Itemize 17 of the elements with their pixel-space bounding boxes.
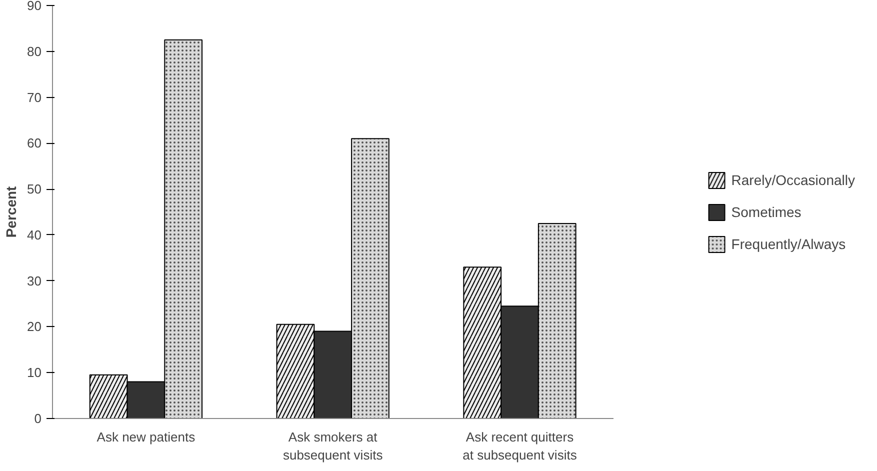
y-tick-label: 90 xyxy=(27,0,42,13)
y-tick-label: 60 xyxy=(27,136,42,151)
legend-label: Rarely/Occasionally xyxy=(731,172,855,188)
y-tick-label: 40 xyxy=(27,227,42,242)
y-tick-label: 70 xyxy=(27,90,42,105)
legend-label: Sometimes xyxy=(731,204,802,220)
legend-label: Frequently/Always xyxy=(731,236,846,252)
y-tick-label: 50 xyxy=(27,182,42,197)
y-axis-title: Percent xyxy=(3,186,20,238)
x-tick-label: Ask smokers at subsequent visits xyxy=(282,430,384,462)
x-tick-label: Ask recent quitters at subsequent visits xyxy=(462,430,578,462)
y-tick-label: 0 xyxy=(34,411,42,426)
y-tick-label: 20 xyxy=(27,319,42,334)
y-tick-label: 30 xyxy=(27,273,42,288)
y-tick-label: 80 xyxy=(27,44,42,59)
y-tick-label: 10 xyxy=(27,365,42,380)
x-tick-label: Ask new patients xyxy=(96,430,196,444)
